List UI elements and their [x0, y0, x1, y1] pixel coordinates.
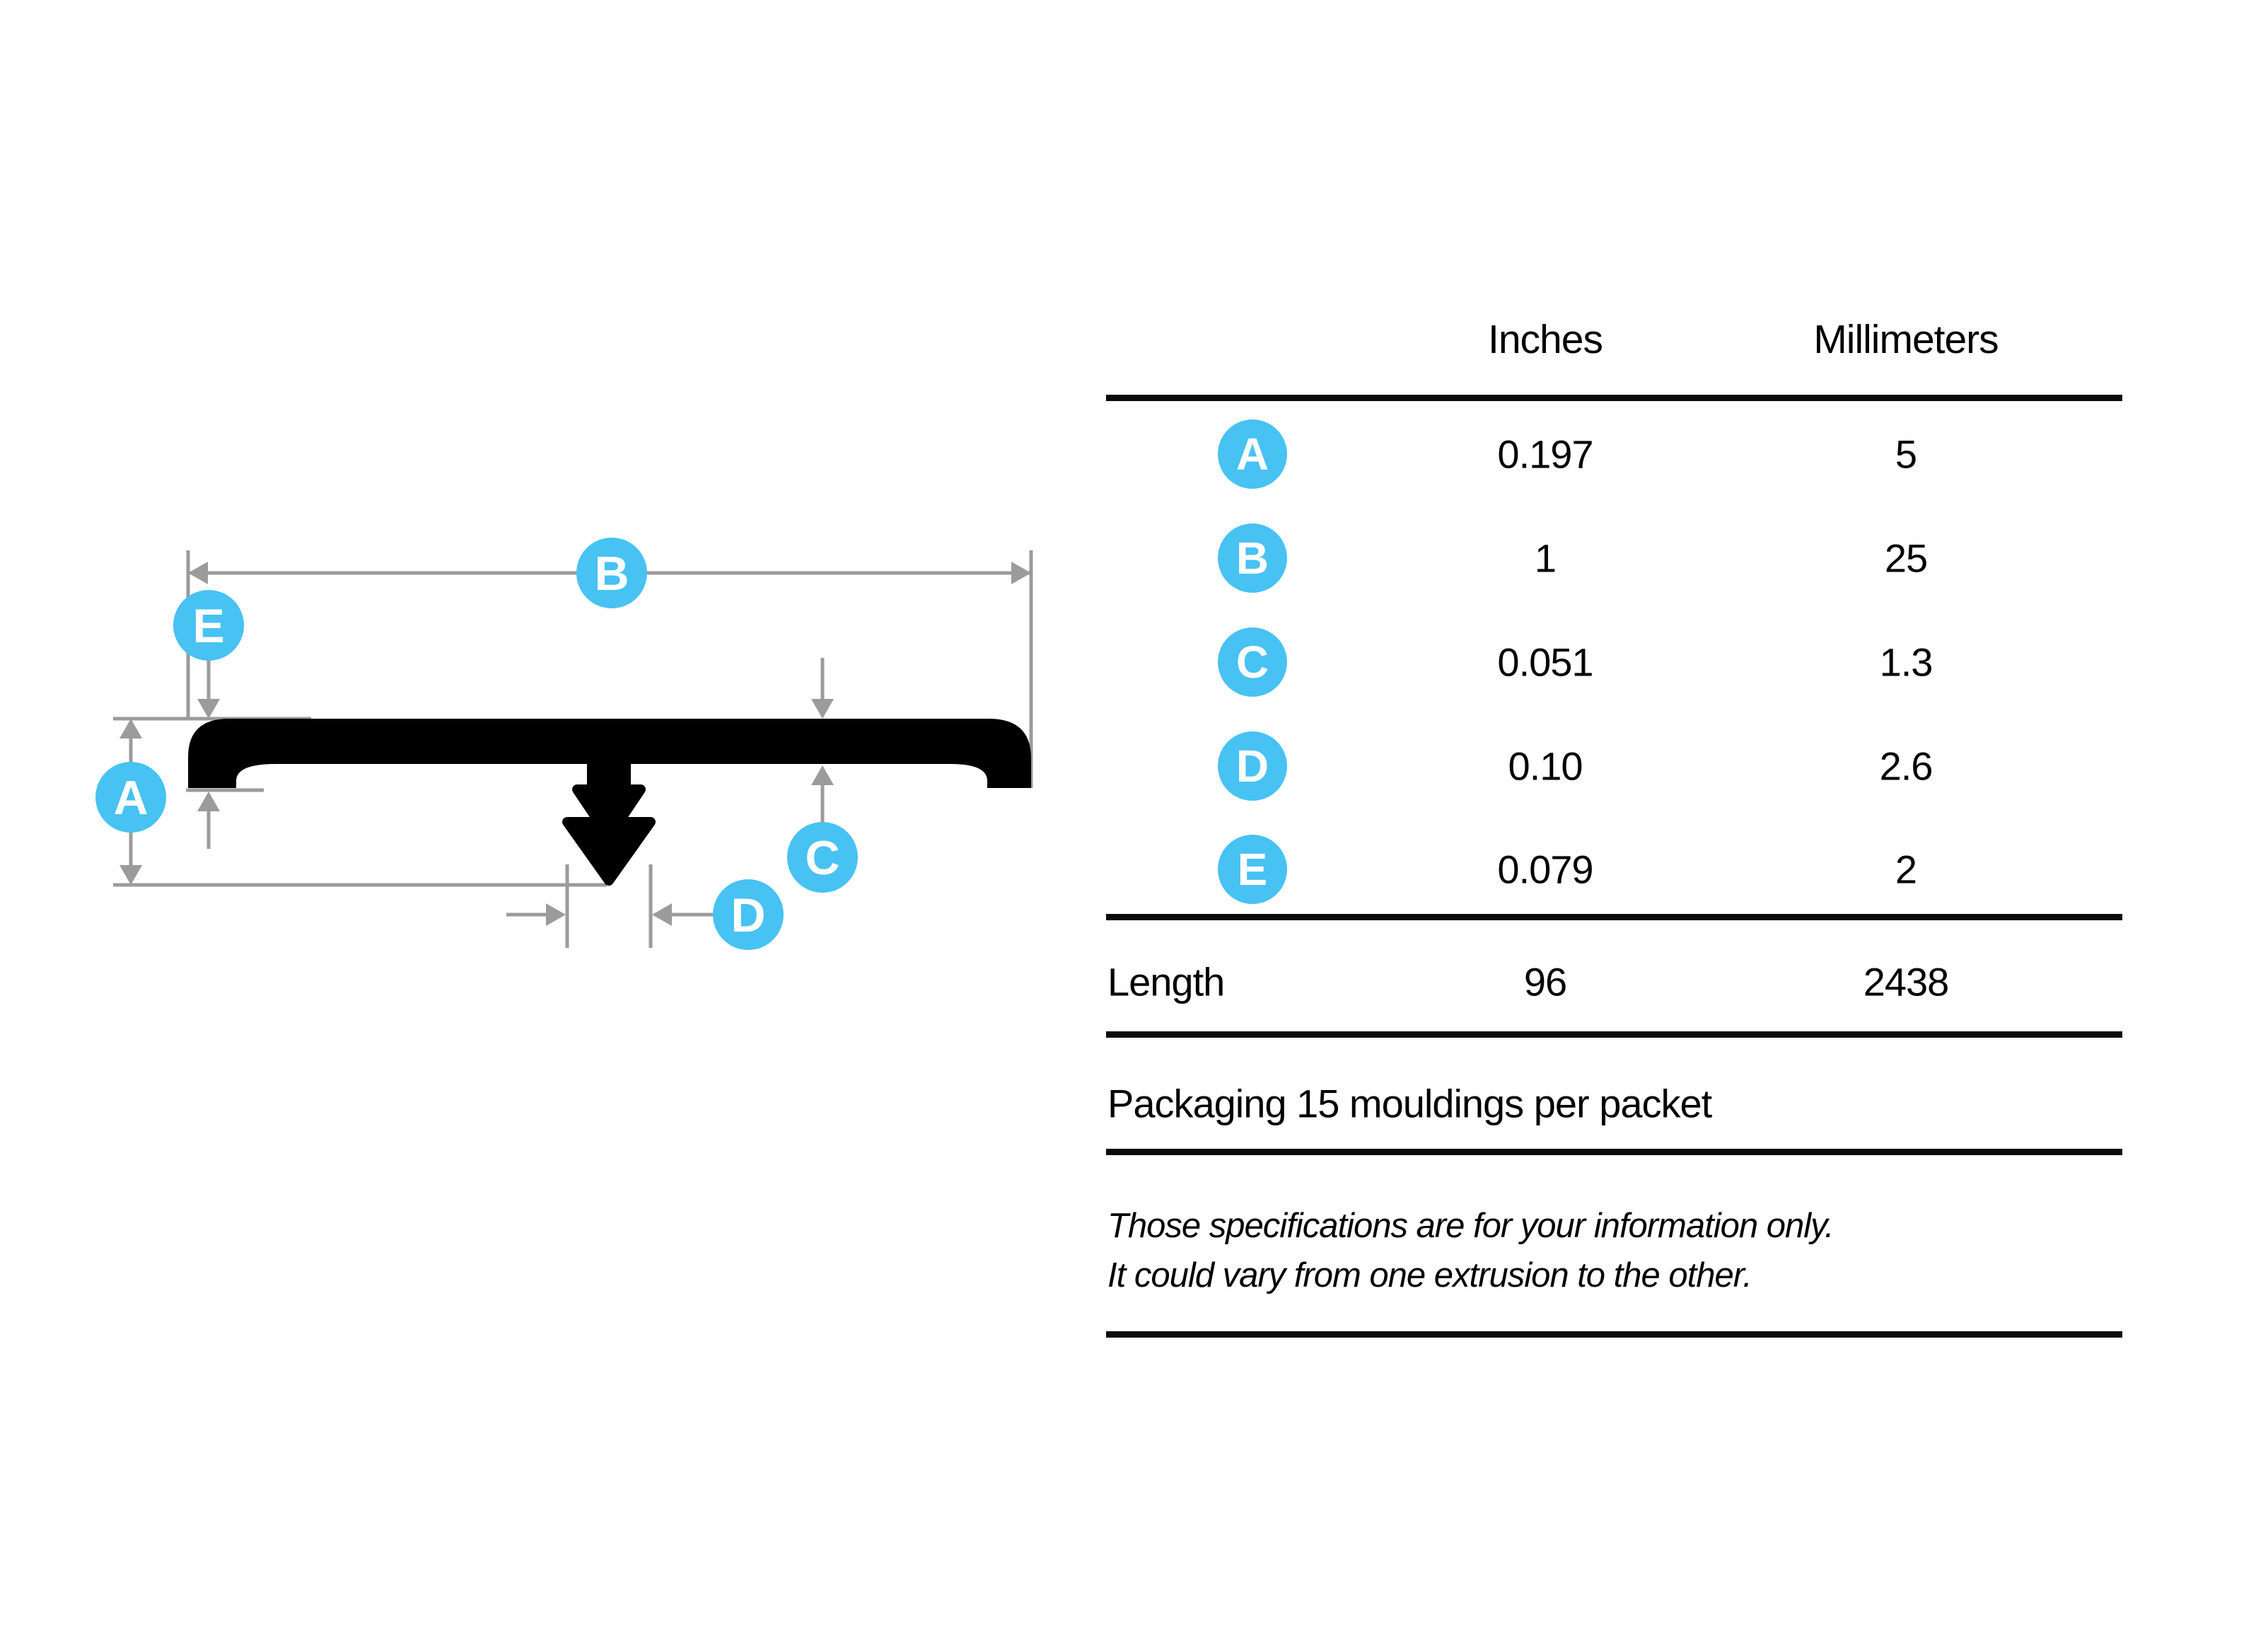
- dim-label-e-circle: [173, 590, 244, 661]
- length-row-label: Length: [1107, 959, 1225, 1004]
- row-c-inches: 0.051: [1497, 639, 1593, 685]
- row-a-mm: 5: [1895, 431, 1917, 477]
- dim-label-a: A: [113, 771, 148, 825]
- arrowhead-a-up: [120, 719, 142, 738]
- row-a-inches: 0.197: [1497, 431, 1593, 477]
- row-d-mm: 2.6: [1879, 743, 1933, 789]
- dim-label-d: D: [731, 888, 765, 942]
- table-rule-above-packaging: [1106, 1031, 2122, 1038]
- arrowhead-d-left-point: [652, 903, 672, 926]
- length-inches: 96: [1523, 959, 1567, 1004]
- dim-label-b-circle: [576, 538, 647, 608]
- row-label-c: C: [1235, 637, 1269, 688]
- dim-label-b: B: [594, 547, 629, 601]
- dimension-labels: B E A C D: [95, 538, 858, 950]
- row-e-inches: 0.079: [1497, 847, 1593, 892]
- arrowhead-e-down: [197, 699, 220, 719]
- arrowhead-a-down: [120, 865, 142, 885]
- table-rule-bottom: [1106, 1331, 2122, 1338]
- row-label-a: A: [1235, 429, 1269, 480]
- row-c-mm: 1.3: [1879, 639, 1933, 685]
- row-label-d-circle: D: [1218, 731, 1287, 801]
- table-rule-top: [1106, 395, 2122, 401]
- packaging-text: Packaging 15 mouldings per packet: [1107, 1081, 1712, 1126]
- dim-label-c: C: [805, 831, 839, 885]
- profile-shape: [188, 719, 1031, 886]
- row-label-e-circle: E: [1218, 835, 1287, 904]
- dimension-arrowheads: [120, 562, 1031, 926]
- arrowhead-b-right: [1011, 562, 1031, 584]
- row-d-inches: 0.10: [1508, 743, 1583, 789]
- row-label-a-circle: A: [1218, 419, 1287, 489]
- dim-label-c-circle: [787, 822, 858, 893]
- disclaimer-line-2: It could vary from one extrusion to the …: [1107, 1256, 1752, 1294]
- column-header-millimeters: Millimeters: [1813, 317, 1999, 362]
- arrowhead-c-down: [811, 699, 834, 719]
- table-rule-above-note: [1106, 1149, 2122, 1155]
- row-label-d: D: [1235, 741, 1269, 792]
- arrowhead-b-left: [188, 562, 208, 584]
- table-rule-above-length: [1106, 914, 2122, 920]
- arrowhead-c-up: [811, 765, 834, 785]
- row-b-inches: 1: [1534, 535, 1557, 581]
- length-mm: 2438: [1863, 959, 1950, 1004]
- row-label-b-circle: B: [1218, 523, 1287, 593]
- row-e-mm: 2: [1895, 847, 1917, 892]
- row-label-b: B: [1235, 533, 1269, 584]
- tmoulding-cross-section-diagram: B E A C D: [95, 538, 1033, 950]
- disclaimer-line-1: Those specifications are for your inform…: [1107, 1207, 1834, 1245]
- column-header-inches: Inches: [1488, 317, 1603, 362]
- row-label-c-circle: C: [1218, 627, 1287, 697]
- dim-label-d-circle: [713, 879, 784, 950]
- row-b-mm: 25: [1884, 535, 1928, 581]
- arrowhead-d-right-point: [546, 903, 566, 926]
- profile-barb-upper: [572, 784, 646, 842]
- dim-label-e: E: [192, 599, 224, 653]
- arrowhead-e-up: [197, 792, 220, 811]
- row-label-e: E: [1237, 844, 1268, 895]
- profile-barb-lower: [562, 817, 656, 886]
- dim-label-a-circle: [95, 762, 166, 833]
